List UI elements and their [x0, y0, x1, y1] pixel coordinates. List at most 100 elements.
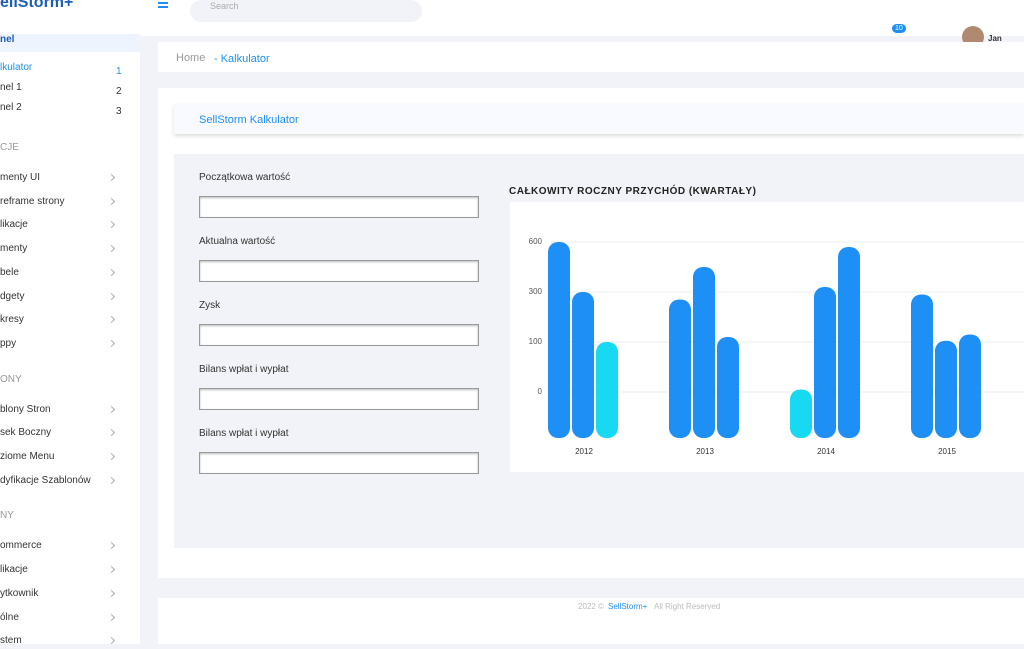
footer-brand[interactable]: SellStorm+ [608, 602, 648, 611]
menu-item[interactable]: likacje [0, 564, 130, 578]
menu-label: kresy [0, 314, 24, 326]
field-label: Zysk [199, 300, 221, 311]
menu-label: menty UI [0, 172, 41, 183]
chevron [107, 268, 116, 276]
page-num: 3 [116, 106, 122, 117]
x-tick-label: 2015 [938, 447, 956, 456]
menu-label: sek Boczny [0, 427, 52, 439]
chevron [107, 613, 116, 621]
bar [959, 334, 981, 438]
menu-item[interactable]: likacje [0, 219, 130, 233]
breadcrumb-home[interactable]: Home [176, 52, 206, 64]
bar [838, 247, 860, 438]
section-title: CJE [0, 142, 19, 153]
breadcrumb-bar: Home - Kalkulator [158, 42, 1024, 72]
chart-title: CAŁKOWITY ROCZNY PRZYCHÓD (KWARTAŁY) [509, 186, 757, 197]
chevron [107, 316, 116, 324]
footer: 2022 © SellStorm+ All Right Reserved [158, 598, 1024, 644]
logo: ellStorm+ [0, 0, 74, 11]
menu-label: dyfikacje Szablonów [0, 474, 91, 486]
menu-label: ziome Menu [0, 451, 55, 462]
menu-label: likacje [0, 564, 28, 576]
page-link[interactable]: lkulator [0, 62, 33, 73]
menu-item[interactable]: ziome Menu [0, 451, 130, 465]
calculator-panel: Początkowa wartość Aktualna wartość Zysk Bi… [174, 154, 1024, 548]
field-label: Aktualna wartość [199, 236, 276, 247]
chevron [107, 542, 116, 550]
bar [911, 294, 933, 438]
card-title: SellStorm Kalkulator [199, 114, 299, 126]
menu-label: menty [0, 243, 28, 255]
chevron [107, 476, 116, 484]
menu-item[interactable]: ytkownik [0, 588, 130, 602]
menu-item[interactable]: bele [0, 267, 130, 281]
menu-label: stem [0, 635, 22, 647]
text-input[interactable] [199, 452, 479, 474]
chevron [107, 566, 116, 574]
menu-item[interactable]: ommerce [0, 540, 130, 554]
menu-item[interactable]: dyfikacje Szablonów [0, 475, 130, 489]
chart: 0 100 300 600 2012 2013 2014 2015 [529, 237, 1024, 456]
section-title: ONY [0, 373, 22, 385]
topbar: Search 10 Jan Kowals [140, 0, 1024, 52]
text-input[interactable] [199, 388, 479, 410]
y-tick-label: 600 [529, 237, 543, 246]
menu-item[interactable]: reframe strony [0, 196, 130, 210]
menu-item[interactable]: kresy [0, 314, 130, 328]
text-input[interactable] [199, 196, 479, 218]
card-header: SellStorm Kalkulator [174, 104, 1024, 134]
y-tick-label: 300 [529, 287, 543, 296]
sidebar: nel lkulator 1 nel 1 2 nel 2 3 CJE menty UI refra… [0, 0, 140, 646]
chevron [107, 245, 116, 253]
section-title: NY [0, 510, 14, 522]
text-input[interactable] [199, 260, 479, 282]
chevron [107, 405, 116, 413]
menu-item[interactable]: menty [0, 243, 130, 257]
menu-label: dgety [0, 290, 25, 302]
page-num: 2 [116, 86, 122, 97]
menu-label: ytkownik [0, 587, 39, 599]
menu-label: likacje [0, 219, 28, 231]
menu-item[interactable]: ólne [0, 612, 130, 626]
bar [596, 342, 618, 438]
text-input[interactable] [199, 324, 479, 346]
bar [669, 299, 691, 438]
page-link[interactable]: nel 2 [0, 102, 22, 113]
menu-item[interactable]: blony Stron [0, 404, 130, 418]
bar [548, 242, 570, 438]
x-tick-label: 2014 [817, 447, 835, 456]
bar [790, 389, 812, 438]
search-box[interactable]: Search [190, 0, 422, 22]
chevron [107, 339, 116, 347]
footer-rights: All Right Reserved [654, 602, 721, 611]
menu-icon[interactable] [158, 2, 168, 8]
content-card: SellStorm Kalkulator Początkowa wartość A… [158, 88, 1024, 578]
bar [693, 267, 715, 438]
breadcrumb-current: - Kalkulator [214, 53, 270, 65]
field-label: Bilans wpłat i wypłat [199, 428, 289, 439]
x-tick-label: 2012 [575, 447, 593, 456]
field-label: Początkowa wartość [199, 172, 291, 183]
page-num: 1 [116, 66, 122, 77]
menu-item[interactable]: sek Boczny [0, 427, 130, 441]
menu-label: blony Stron [0, 403, 51, 415]
y-tick-label: 0 [538, 387, 543, 396]
bar [935, 340, 957, 438]
menu-item[interactable]: stem [0, 635, 130, 649]
chevron [107, 221, 116, 229]
badge: 10 [892, 24, 906, 33]
menu-label: reframe strony [0, 195, 65, 207]
menu-item[interactable]: menty UI [0, 172, 130, 186]
menu-item[interactable]: ppy [0, 338, 130, 352]
chevron [107, 292, 116, 300]
chevron [107, 197, 116, 205]
menu-item[interactable]: dgety [0, 291, 130, 305]
menu-label: bele [0, 266, 19, 278]
bar [717, 337, 739, 438]
menu-label: ólne [0, 611, 19, 623]
menu-label: ppy [0, 337, 17, 349]
page-link[interactable]: nel 1 [0, 82, 22, 93]
x-tick-label: 2013 [696, 447, 714, 456]
chevron [107, 429, 116, 437]
